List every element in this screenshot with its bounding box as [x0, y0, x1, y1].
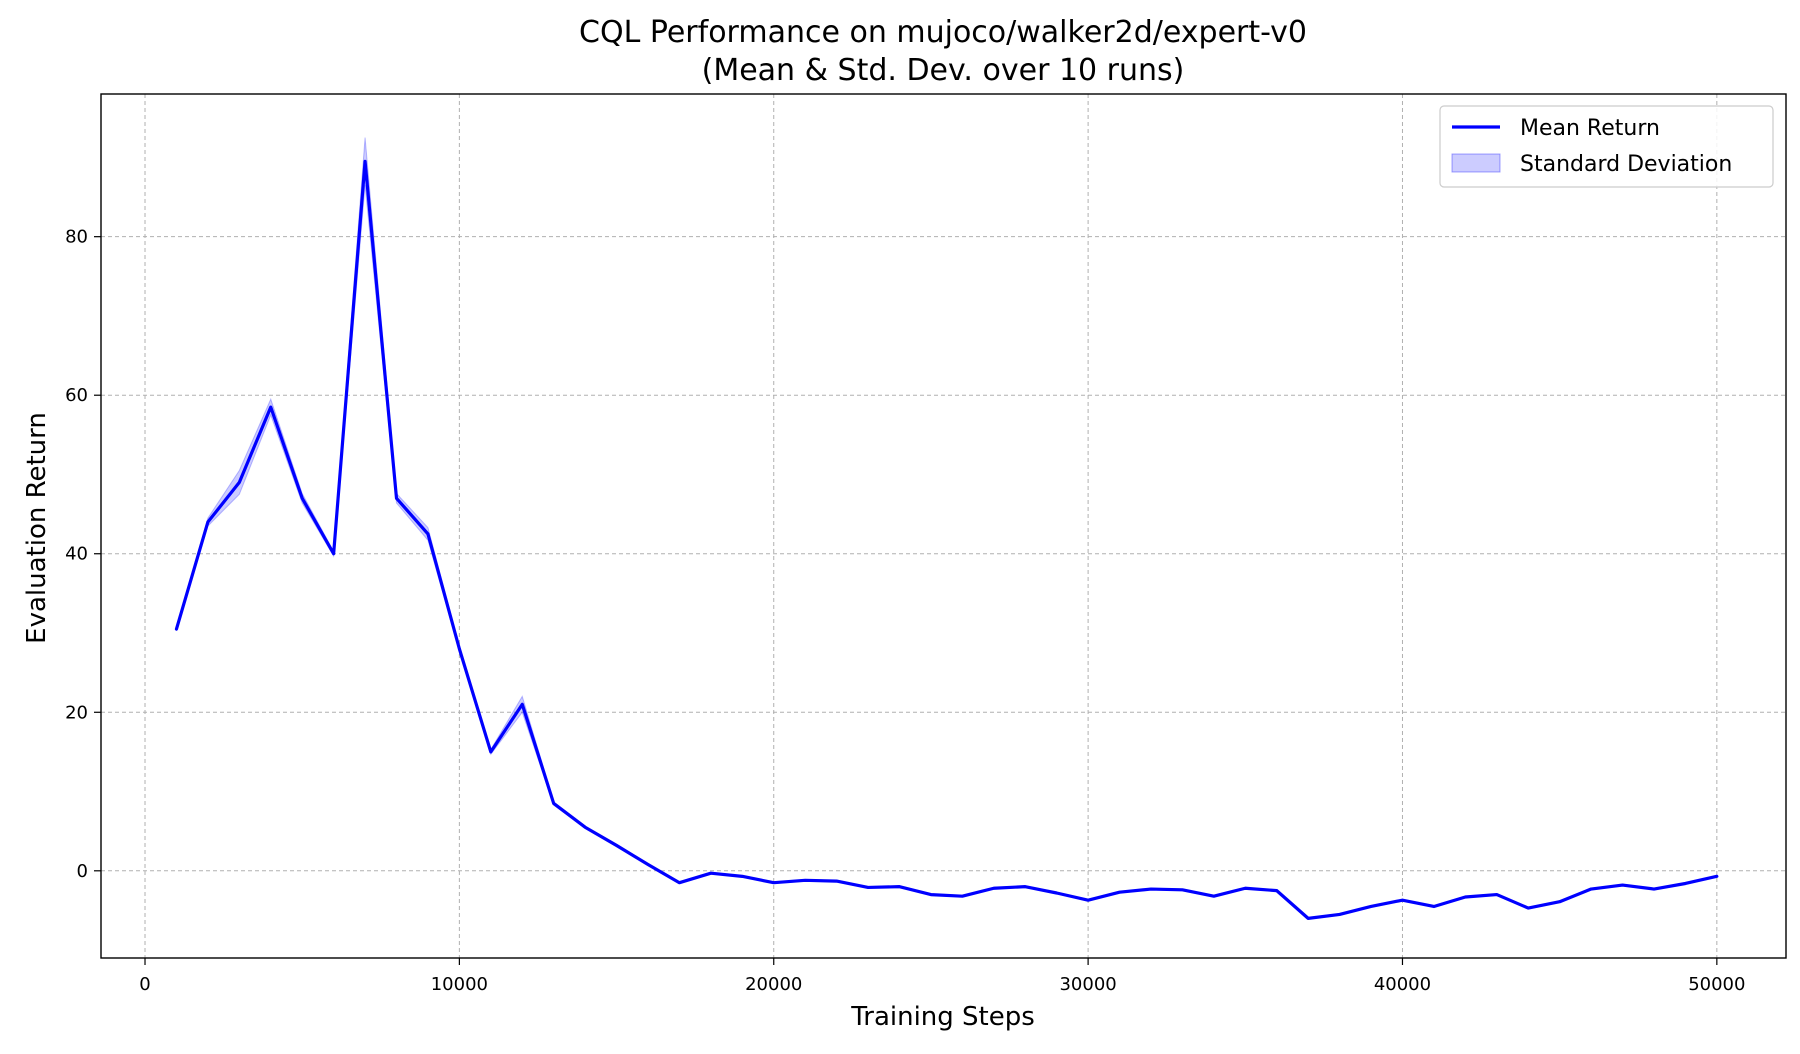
chart-title: CQL Performance on mujoco/walker2d/exper… — [579, 15, 1307, 50]
x-tick-label: 20000 — [745, 974, 802, 995]
grid-layer — [101, 94, 1786, 958]
mean-return-line — [174, 159, 1719, 920]
legend-box — [1439, 105, 1774, 188]
x-tick-label: 0 — [139, 974, 150, 995]
y-tick-label: 80 — [65, 227, 88, 248]
chart-subtitle: (Mean & Std. Dev. over 10 runs) — [702, 53, 1185, 88]
x-axis-label: Training Steps — [850, 1002, 1035, 1032]
y-tick-label: 60 — [65, 385, 88, 406]
legend-label-std: Standard Deviation — [1520, 152, 1732, 177]
tick-layer: 0 10000 20000 30000 40000 50000 0 20 40 60 80 — [65, 227, 1745, 995]
y-tick-label: 40 — [65, 544, 88, 565]
y-axis-label: Evaluation Return — [22, 412, 52, 644]
mean-line-layer — [174, 159, 1719, 920]
legend-label-mean: Mean Return — [1520, 116, 1660, 141]
x-tick-label: 10000 — [431, 974, 488, 995]
x-tick-label: 30000 — [1059, 974, 1116, 995]
x-tick-label: 40000 — [1374, 974, 1431, 995]
y-tick-label: 20 — [65, 702, 88, 723]
y-tick-label: 0 — [77, 861, 88, 882]
legend-band-swatch — [1451, 153, 1501, 173]
x-tick-label: 50000 — [1688, 974, 1745, 995]
legend: Mean Return Standard Deviation — [1439, 105, 1774, 188]
plot-frame — [100, 93, 1787, 959]
